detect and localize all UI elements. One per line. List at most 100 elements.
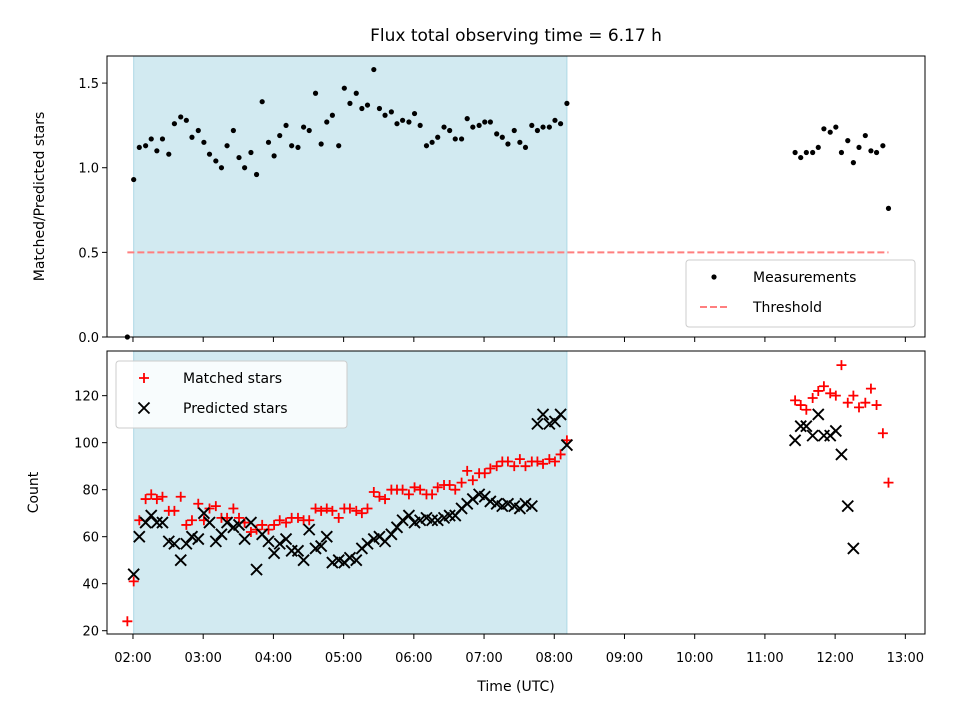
x-tick-label: 05:00	[325, 651, 362, 666]
measurement-point	[248, 150, 253, 155]
measurement-point	[547, 124, 552, 129]
measurement-point	[277, 133, 282, 138]
measurement-point	[529, 123, 534, 128]
count-y-tick-label: 60	[82, 531, 99, 546]
measurement-point	[143, 143, 148, 148]
matched-point	[801, 405, 811, 415]
legend-marker-dot	[711, 274, 716, 279]
measurement-point	[482, 119, 487, 124]
measurement-point	[196, 128, 201, 133]
measurement-point	[389, 109, 394, 114]
measurement-point	[224, 143, 229, 148]
measurement-point	[863, 133, 868, 138]
measurement-point	[833, 124, 838, 129]
measurement-point	[347, 101, 352, 106]
ratio-y-axis-label: Matched/Predicted stars	[32, 112, 48, 282]
x-tick-label: 06:00	[395, 651, 432, 666]
count-y-tick-label: 80	[82, 484, 99, 499]
x-tick-label: 07:00	[465, 651, 502, 666]
measurement-point	[816, 145, 821, 150]
matched-point	[825, 388, 835, 398]
measurement-point	[394, 121, 399, 126]
measurement-point	[172, 121, 177, 126]
measurement-point	[839, 150, 844, 155]
measurement-point	[793, 150, 798, 155]
measurement-point	[219, 165, 224, 170]
measurement-point	[207, 152, 212, 157]
x-tick-label: 08:00	[536, 651, 573, 666]
chart-title: Flux total observing time = 6.17 h	[370, 26, 662, 46]
measurement-point	[845, 138, 850, 143]
legend-label: Matched stars	[183, 371, 282, 387]
flux-chart: Flux total observing time = 6.17 h 0.00.…	[0, 0, 960, 720]
measurement-point	[447, 128, 452, 133]
matched-point	[796, 400, 806, 410]
measurement-point	[512, 128, 517, 133]
measurement-point	[154, 148, 159, 153]
measurement-point	[295, 145, 300, 150]
matched-point	[808, 393, 818, 403]
measurement-point	[213, 158, 218, 163]
matched-point	[790, 395, 800, 405]
count-y-tick-label: 40	[82, 578, 99, 593]
matched-point	[866, 384, 876, 394]
measurement-point	[500, 135, 505, 140]
measurement-point	[798, 155, 803, 160]
measurement-point	[137, 145, 142, 150]
measurement-point	[260, 99, 265, 104]
measurement-point	[313, 91, 318, 96]
measurement-point	[272, 153, 277, 158]
measurement-point	[880, 143, 885, 148]
measurement-point	[377, 106, 382, 111]
matched-point	[819, 381, 829, 391]
x-tick-label: 02:00	[114, 651, 151, 666]
ratio-panel: 0.0 0.5 1.0 1.5 Matched/Predicted stars Measu…	[32, 56, 925, 346]
measurement-point	[856, 145, 861, 150]
measurement-point	[828, 130, 833, 135]
measurement-point	[851, 160, 856, 165]
measurement-point	[189, 135, 194, 140]
measurement-point	[477, 123, 482, 128]
x-tick-label: 03:00	[184, 651, 221, 666]
measurement-point	[324, 119, 329, 124]
measurement-point	[365, 102, 370, 107]
measurement-point	[359, 106, 364, 111]
matched-point	[878, 428, 888, 438]
measurement-point	[459, 136, 464, 141]
count-y-tick-label: 120	[74, 390, 99, 405]
predicted-point	[830, 425, 841, 436]
measurement-point	[412, 111, 417, 116]
measurement-point	[354, 91, 359, 96]
measurement-point	[418, 123, 423, 128]
measurement-point	[804, 150, 809, 155]
legend-label: Predicted stars	[183, 401, 288, 417]
predicted-point	[790, 435, 801, 446]
measurement-point	[470, 124, 475, 129]
measurement-point	[465, 116, 470, 121]
measurement-point	[283, 123, 288, 128]
measurement-point	[371, 67, 376, 72]
measurement-point	[160, 136, 165, 141]
measurement-point	[810, 150, 815, 155]
x-tick-label: 04:00	[255, 651, 292, 666]
x-tick-label: 10:00	[676, 651, 713, 666]
measurement-point	[336, 143, 341, 148]
x-tick-label: 13:00	[887, 651, 924, 666]
ratio-y-tick-label: 1.5	[78, 77, 99, 92]
matched-point	[831, 391, 841, 401]
measurement-point	[400, 118, 405, 123]
measurement-point	[201, 140, 206, 145]
predicted-point	[842, 501, 853, 512]
measurement-point	[564, 101, 569, 106]
predicted-point	[807, 430, 818, 441]
measurement-point	[166, 152, 171, 157]
measurement-point	[424, 143, 429, 148]
matched-point	[883, 478, 893, 488]
count-panel: 2040608010012002:00 03:00 04:00 05:00 06:00 0…	[26, 351, 925, 666]
measurement-point	[821, 126, 826, 131]
legend-label: Threshold	[752, 300, 822, 316]
measurement-point	[289, 143, 294, 148]
measurement-point	[178, 114, 183, 119]
measurement-point	[382, 113, 387, 118]
measurement-point	[874, 150, 879, 155]
